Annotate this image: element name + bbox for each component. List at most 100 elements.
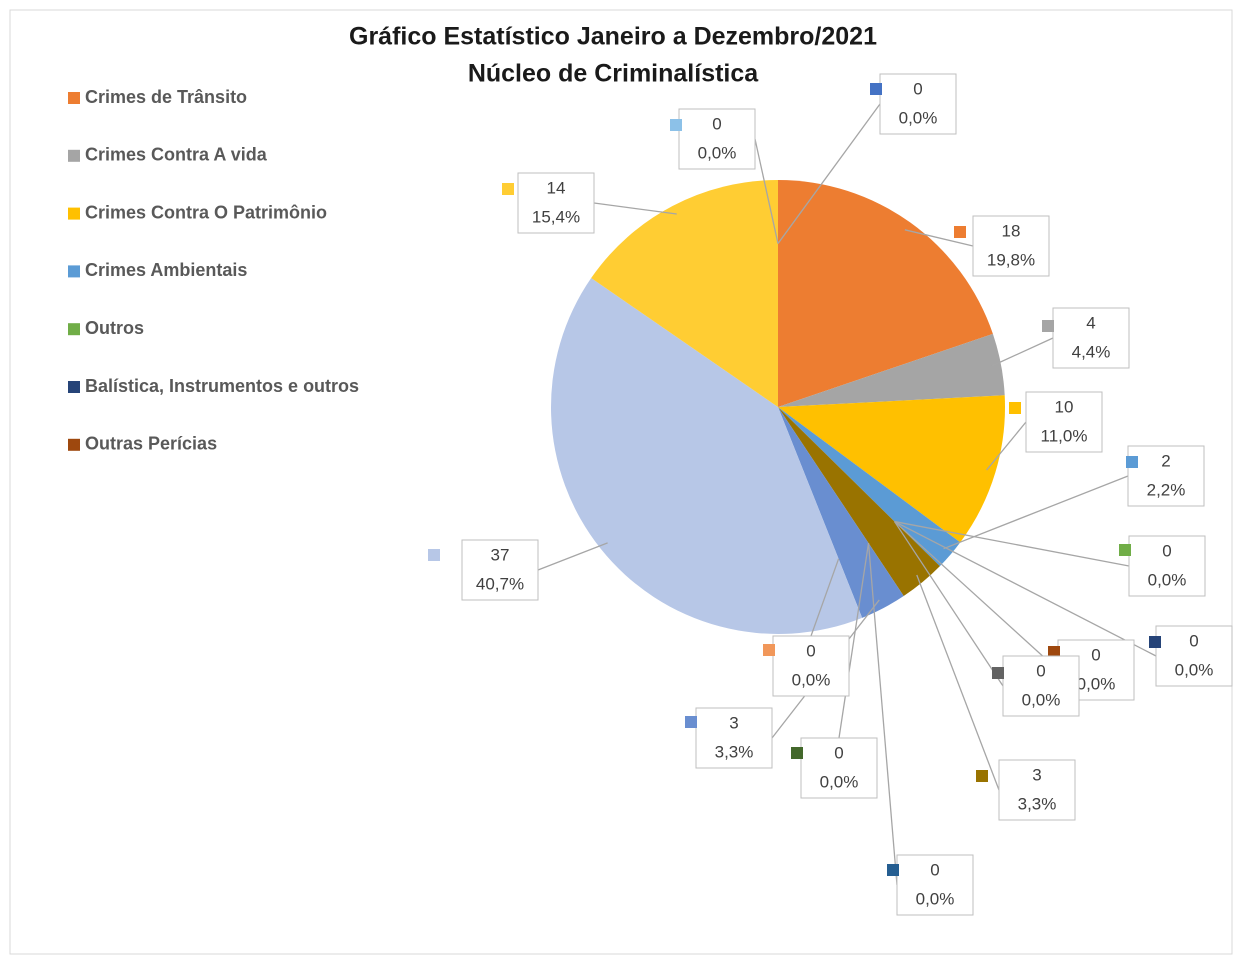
chart-subtitle: Núcleo de Criminalística [468, 60, 759, 88]
leader-line [916, 574, 1000, 791]
legend-label: Crimes Contra A vida [85, 145, 268, 165]
label-box [896, 854, 974, 916]
label-box [461, 539, 539, 601]
data-label: 0 [930, 860, 939, 879]
legend-label: Outros [85, 318, 144, 338]
leader-line [904, 229, 974, 247]
label-key [428, 549, 440, 561]
leader-line [986, 421, 1027, 471]
label-box [800, 737, 878, 799]
percent-label: 3,3% [715, 742, 754, 761]
label-key [887, 864, 899, 876]
legend-key [68, 265, 80, 278]
leader-line [810, 558, 840, 637]
legend-label: Balística, Instrumentos e outros [85, 376, 359, 396]
label-box [1155, 625, 1233, 687]
label-key [763, 644, 775, 656]
label-box [1052, 307, 1130, 369]
pie-slice [591, 180, 778, 407]
percent-label: 0,0% [820, 772, 859, 791]
leader-line [754, 138, 779, 244]
percent-label: 19,8% [987, 250, 1035, 269]
label-box [517, 172, 595, 234]
data-label: 0 [1189, 631, 1198, 650]
data-label: 18 [1002, 221, 1021, 240]
percent-label: 4,4% [1072, 342, 1111, 361]
legend-label: Crimes de Trânsito [85, 87, 247, 107]
pie-slice [778, 407, 961, 567]
data-label: 0 [806, 641, 815, 660]
data-label: 0 [1036, 661, 1045, 680]
pie-slice [778, 395, 1005, 543]
label-box [1002, 655, 1080, 717]
label-key [670, 119, 682, 131]
data-label: 3 [1032, 765, 1041, 784]
label-key [954, 226, 966, 238]
label-key [1126, 456, 1138, 468]
percent-label: 0,0% [1148, 570, 1187, 589]
label-key [976, 770, 988, 782]
data-label: 0 [712, 114, 721, 133]
data-label: 2 [1161, 451, 1170, 470]
label-box [695, 707, 773, 769]
percent-label: 0,0% [916, 889, 955, 908]
legend-key [68, 438, 80, 451]
label-key [1119, 544, 1131, 556]
label-box [998, 759, 1076, 821]
percent-label: 2,2% [1147, 480, 1186, 499]
legend-key [68, 207, 80, 220]
data-label: 14 [547, 178, 566, 197]
leader-line [593, 202, 677, 215]
label-key [1048, 646, 1060, 658]
legend-key [68, 92, 80, 104]
leader-line [838, 542, 870, 739]
data-label: 0 [1162, 541, 1171, 560]
percent-label: 0,0% [792, 670, 831, 689]
label-box [678, 108, 756, 170]
percent-label: 0,0% [1022, 690, 1061, 709]
legend-label: Crimes Contra O Patrimônio [85, 202, 327, 222]
data-label: 37 [491, 545, 510, 564]
pie-slice [551, 278, 863, 634]
leader-line [894, 521, 1059, 671]
percent-label: 15,4% [532, 207, 580, 226]
percent-label: 0,0% [698, 143, 737, 162]
label-key [870, 83, 882, 95]
pie-slice [778, 407, 940, 597]
data-label: 3 [729, 713, 738, 732]
percent-label: 40,7% [476, 574, 524, 593]
label-key [685, 716, 697, 728]
percent-label: 11,0% [1041, 426, 1088, 445]
data-label: 10 [1055, 397, 1074, 416]
data-label: 4 [1086, 313, 1095, 332]
legend-key [68, 381, 80, 393]
legend-label: Crimes Ambientais [85, 260, 247, 280]
label-key [502, 183, 514, 195]
leader-line [777, 103, 881, 244]
label-box [772, 635, 850, 697]
leader-line [991, 337, 1054, 367]
label-key [992, 667, 1004, 679]
leader-line [894, 520, 1130, 567]
pie-slice [778, 180, 993, 407]
chart-title: Gráfico Estatístico Janeiro a Dezembro/2… [349, 23, 877, 51]
percent-label: 3,3% [1018, 794, 1057, 813]
leader-line [894, 520, 1157, 657]
percent-label: 0,0% [899, 108, 938, 127]
label-box [972, 215, 1050, 277]
label-key [1042, 320, 1054, 332]
legend-key [68, 149, 80, 162]
leader-line [867, 543, 898, 886]
label-key [791, 747, 803, 759]
leader-line [537, 542, 608, 571]
percent-label: 0,0% [1077, 674, 1116, 693]
label-box [1127, 445, 1205, 507]
label-key [1009, 402, 1021, 414]
label-box [879, 73, 957, 135]
legend-label: Outras Perícias [85, 434, 217, 454]
data-label: 0 [1091, 645, 1100, 664]
label-box [1025, 391, 1103, 453]
legend-key [68, 323, 80, 336]
data-label: 0 [913, 79, 922, 98]
